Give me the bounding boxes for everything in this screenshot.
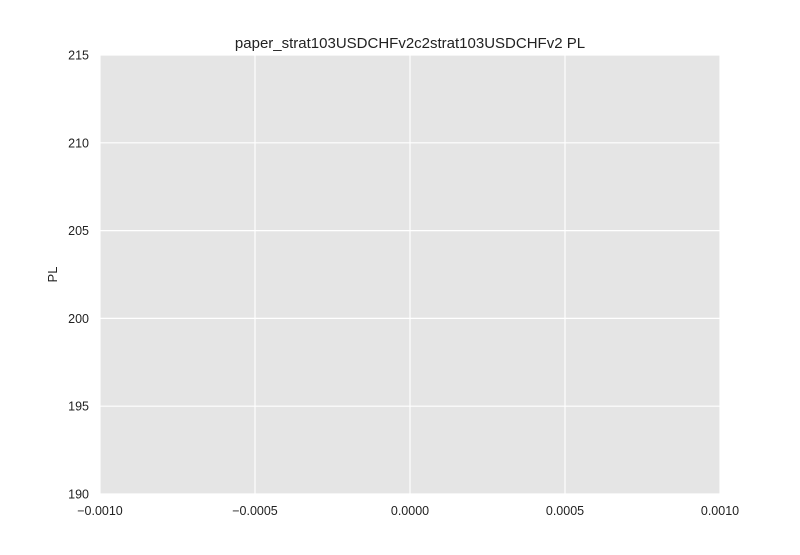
y-axis-ticks: 190 195 200 205 210 215: [68, 49, 89, 502]
y-axis-label: PL: [45, 267, 60, 283]
x-tick-label: −0.0005: [232, 504, 278, 518]
x-tick-label: 0.0000: [391, 504, 429, 518]
x-tick-label: 0.0005: [546, 504, 584, 518]
y-tick-label: 210: [68, 136, 89, 150]
y-tick-label: 190: [68, 488, 89, 502]
grid-lines: [99, 54, 721, 495]
x-tick-label: −0.0010: [77, 504, 123, 518]
y-tick-label: 200: [68, 312, 89, 326]
y-tick-label: 205: [68, 224, 89, 238]
y-tick-label: 195: [68, 400, 89, 414]
y-tick-label: 215: [68, 49, 89, 63]
chart-title: paper_strat103USDCHFv2c2strat103USDCHFv2…: [235, 35, 585, 52]
x-tick-label: 0.0010: [701, 504, 739, 518]
x-axis-ticks: −0.0010 −0.0005 0.0000 0.0005 0.0010: [77, 504, 739, 518]
